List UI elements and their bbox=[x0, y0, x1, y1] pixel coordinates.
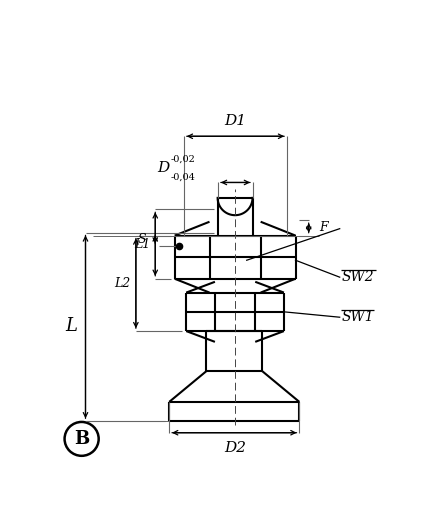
Text: L1: L1 bbox=[134, 238, 150, 250]
Text: L2: L2 bbox=[115, 277, 131, 290]
Text: D2: D2 bbox=[224, 441, 246, 455]
Text: SW2: SW2 bbox=[341, 270, 374, 284]
Text: D: D bbox=[157, 161, 169, 175]
Text: -0,04: -0,04 bbox=[171, 173, 196, 181]
Text: B: B bbox=[74, 430, 89, 448]
Text: S: S bbox=[138, 233, 146, 246]
Text: SW1: SW1 bbox=[341, 310, 374, 324]
Text: L: L bbox=[65, 318, 78, 336]
Text: D1: D1 bbox=[224, 114, 246, 128]
Text: -0,02: -0,02 bbox=[171, 154, 196, 163]
Text: F: F bbox=[320, 221, 328, 235]
